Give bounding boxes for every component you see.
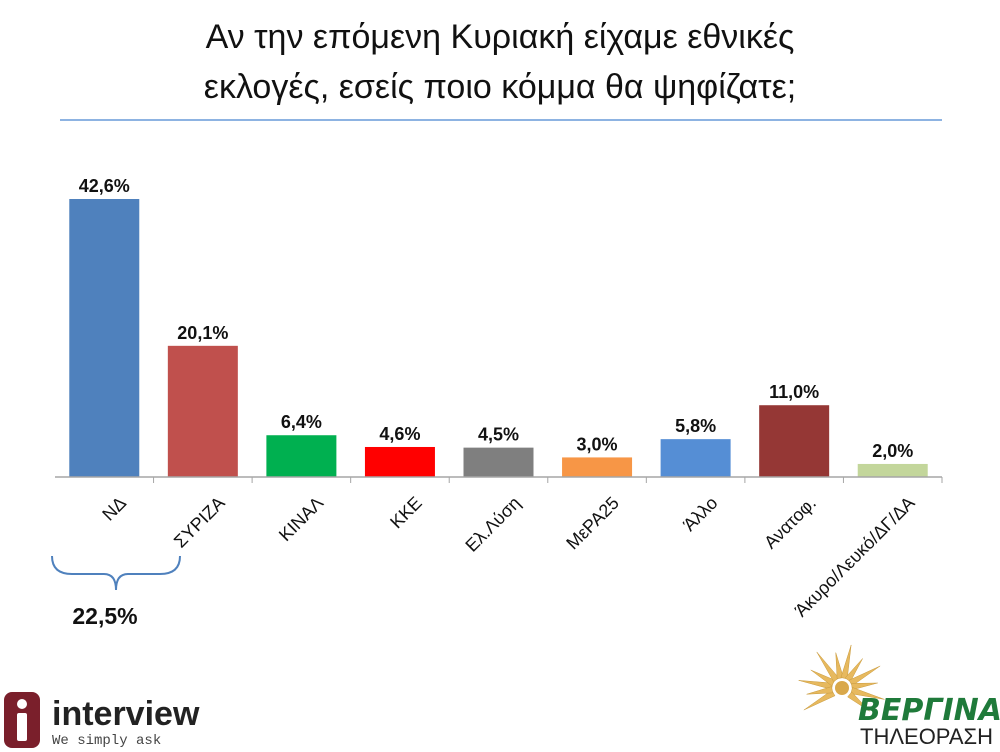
vergina-tv-logo: ΒΕΡΓΙΝΑ ΤΗΛΕΟΡΑΣΗ bbox=[798, 644, 1000, 749]
sun-ray bbox=[847, 691, 870, 712]
vergina-logo-name: ΒΕΡΓΙΝΑ bbox=[858, 693, 1000, 728]
data-label-5: 4,5% bbox=[478, 425, 519, 445]
interview-logo: interview We simply ask bbox=[4, 692, 200, 749]
data-label-7: 5,8% bbox=[675, 416, 716, 436]
lead-gap-brace bbox=[51, 555, 181, 591]
chart-title-line-2: εκλογές, εσείς ποιο κόμμα θα ψηφίζατε; bbox=[203, 68, 797, 106]
bar-3 bbox=[266, 435, 337, 477]
bar-6 bbox=[562, 457, 633, 477]
category-label-4: ΚΚΕ bbox=[386, 493, 426, 533]
bar-2 bbox=[167, 345, 238, 477]
sun-ray bbox=[810, 669, 836, 687]
category-label-3: ΚΙΝΑΛ bbox=[275, 493, 327, 545]
sun-ray bbox=[850, 687, 885, 700]
lead-gap-label: 22,5% bbox=[72, 603, 138, 629]
data-label-1: 42,6% bbox=[79, 176, 130, 196]
bar-1 bbox=[69, 199, 140, 477]
title-divider bbox=[60, 119, 942, 121]
data-label-3: 6,4% bbox=[281, 412, 322, 432]
bar-7 bbox=[660, 439, 731, 477]
bar-8 bbox=[759, 405, 830, 477]
sun-ray bbox=[798, 680, 834, 690]
interview-logo-name: interview bbox=[52, 695, 200, 733]
sun-ray bbox=[816, 651, 840, 683]
category-label-7: Άλλο bbox=[679, 493, 721, 535]
data-label-9: 2,0% bbox=[872, 441, 913, 461]
sun-ray bbox=[848, 665, 881, 687]
bar-5 bbox=[463, 447, 534, 477]
sun-ray bbox=[840, 644, 852, 680]
data-label-6: 3,0% bbox=[577, 434, 618, 454]
data-label-2: 20,1% bbox=[177, 323, 228, 343]
data-label-4: 4,6% bbox=[379, 424, 420, 444]
interview-logo-tagline: We simply ask bbox=[52, 733, 161, 749]
category-label-2: ΣΥΡΙΖΑ bbox=[170, 493, 229, 552]
sun-ray bbox=[803, 689, 836, 711]
sun-ray bbox=[806, 686, 834, 695]
bar-4 bbox=[364, 446, 435, 477]
data-label-8: 11,0% bbox=[769, 382, 819, 402]
category-label-5: Ελ.Λύση bbox=[461, 493, 524, 556]
category-label-1: ΝΔ bbox=[98, 493, 130, 525]
vergina-logo-sub: ΤΗΛΕΟΡΑΣΗ bbox=[860, 724, 993, 749]
chart-title: Αν την επόμενη Κυριακή είχαμε εθνικές εκ… bbox=[0, 12, 1000, 112]
category-label-8: Ανατοφ. bbox=[760, 493, 820, 553]
sun-ray bbox=[844, 658, 863, 683]
vergina-sun-icon bbox=[798, 644, 885, 712]
sun-ray bbox=[851, 682, 878, 691]
chart-title-line-1: Αν την επόμενη Κυριακή είχαμε εθνικές bbox=[205, 18, 795, 56]
category-label-6: ΜεΡΑ25 bbox=[562, 493, 623, 554]
bar-9 bbox=[857, 463, 928, 477]
sun-ray bbox=[835, 652, 844, 680]
